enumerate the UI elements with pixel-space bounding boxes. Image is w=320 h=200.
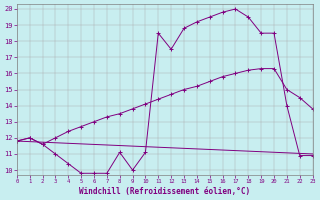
X-axis label: Windchill (Refroidissement éolien,°C): Windchill (Refroidissement éolien,°C) <box>79 187 250 196</box>
